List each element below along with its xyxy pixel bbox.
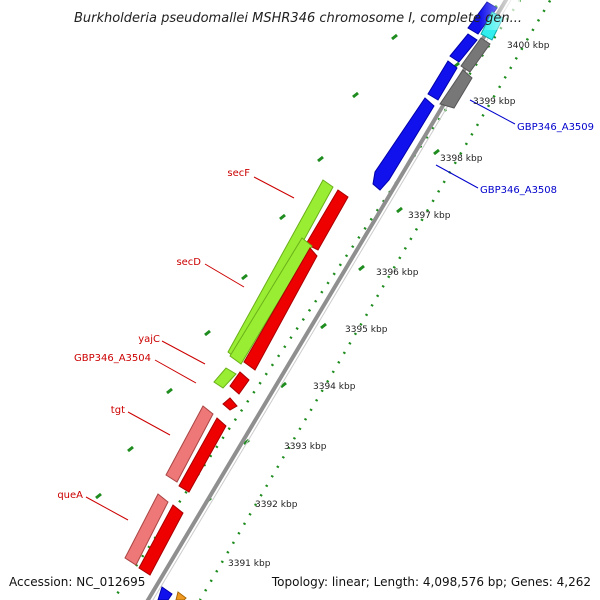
scale-label-3398: 3398 kbp	[440, 154, 483, 164]
scale-label-3391: 3391 kbp	[228, 559, 271, 569]
scale-label-3400: 3400 kbp	[507, 41, 550, 51]
gene-bottom-blue[interactable]	[157, 586, 173, 600]
gene-blue-upper[interactable]	[427, 60, 458, 101]
scale-label-3399: 3399 kbp	[473, 97, 516, 107]
scale-label-3394: 3394 kbp	[313, 382, 356, 392]
gene-grey-1[interactable]	[439, 69, 473, 109]
gene-red-2[interactable]	[243, 247, 318, 371]
accession-label: Accession: NC_012695	[9, 575, 145, 589]
gene-bottom-orange[interactable]	[175, 591, 187, 600]
gene-label-queA[interactable]: queA	[57, 490, 83, 501]
right-tick-track	[198, 0, 552, 600]
topology-label: Topology: linear; Length: 4,098,576 bp; …	[271, 575, 591, 589]
gene-red-1[interactable]	[305, 189, 349, 251]
gene-red-4[interactable]	[138, 504, 184, 576]
left-label-leaders	[85, 176, 295, 521]
gene-GBP346_A3504[interactable]	[229, 371, 250, 395]
gene-secD[interactable]	[229, 237, 313, 365]
gene-label-GBP346_A3504[interactable]: GBP346_A3504	[74, 353, 151, 364]
gene-label-GBP346_A3508[interactable]: GBP346_A3508	[480, 185, 557, 196]
gene-label-secD[interactable]: secD	[176, 257, 201, 268]
gene-label-yajC[interactable]: yajC	[138, 334, 160, 345]
scale-label-3397: 3397 kbp	[408, 211, 451, 221]
scale-label-3392: 3392 kbp	[255, 500, 298, 510]
gene-label-tgt[interactable]: tgt	[111, 405, 125, 416]
gene-tgt[interactable]	[165, 405, 214, 483]
gene-label-GBP346_A3509[interactable]: GBP346_A3509	[517, 122, 594, 133]
diagram-title: Burkholderia pseudomallei MSHR346 chromo…	[74, 11, 522, 26]
top-right-fade	[480, 0, 520, 30]
scale-label-3396: 3396 kbp	[376, 268, 419, 278]
gene-grey-2[interactable]	[460, 37, 491, 73]
gene-yajC[interactable]	[213, 367, 237, 389]
footer-bg-right	[268, 573, 594, 591]
gene-blue-2[interactable]	[449, 33, 478, 63]
gene-red-3[interactable]	[178, 417, 227, 493]
gene-label-secF[interactable]: secF	[227, 168, 250, 179]
footer-bg-left	[6, 573, 146, 591]
gene-GBP346_A3508[interactable]	[372, 97, 435, 191]
gene-queA[interactable]	[124, 493, 169, 566]
scale-label-3395: 3395 kbp	[345, 325, 388, 335]
scale-label-3393: 3393 kbp	[284, 442, 327, 452]
gene-small-red[interactable]	[222, 397, 238, 411]
right-label-leaders	[435, 99, 516, 189]
